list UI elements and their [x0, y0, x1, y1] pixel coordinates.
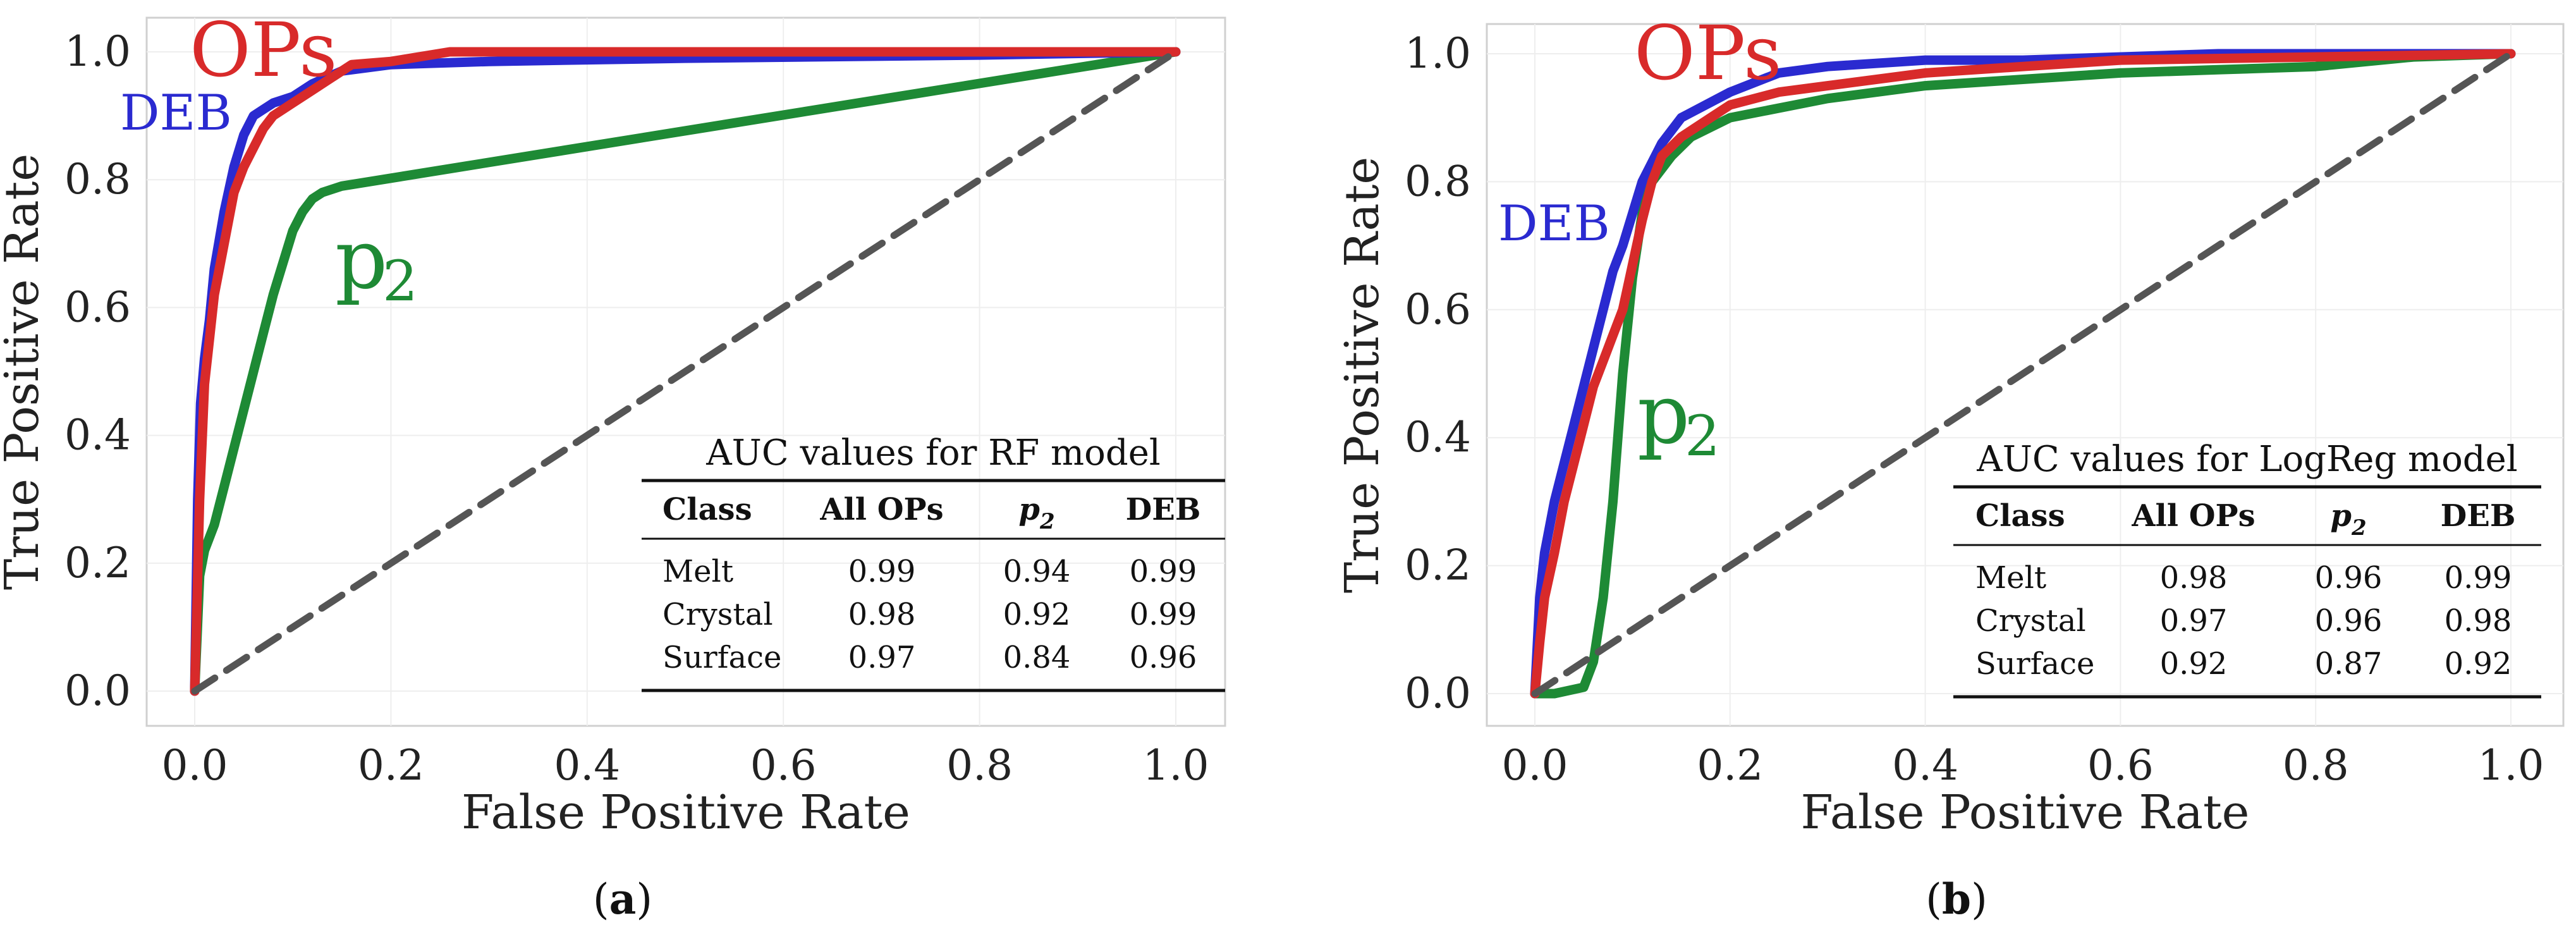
table-header: DEB: [2441, 498, 2516, 534]
table-cell: 0.99: [848, 554, 916, 589]
x-tick-label: 1.0: [2478, 741, 2544, 790]
y-tick-label: 0.2: [1405, 541, 1471, 590]
table-cell: 0.99: [1130, 597, 1197, 632]
y-tick-label: 0.2: [64, 539, 131, 587]
table-header: All OPs: [2131, 498, 2255, 534]
x-tick-label: 0.8: [2283, 741, 2349, 790]
table-header-p2: p2: [1018, 492, 1054, 534]
table-header: DEB: [1126, 492, 1201, 527]
table-cell: 0.84: [1003, 640, 1071, 675]
table-cell: 0.97: [2160, 603, 2228, 639]
table-cell: 0.99: [2445, 560, 2512, 596]
panel-caption: (b): [1926, 874, 1987, 924]
table-cell: 0.96: [1130, 640, 1197, 675]
curve-label-p2: p: [1637, 366, 1690, 462]
series-ops-line: [1530, 49, 2516, 699]
table-cell: 0.98: [2445, 603, 2512, 639]
table-cell: 0.94: [1003, 554, 1071, 589]
x-tick-label: 0.8: [946, 741, 1013, 790]
x-tick-label: 0.0: [162, 741, 228, 790]
auc-table-title: AUC values for RF model: [705, 432, 1161, 474]
curve-label-deb: DEB: [1498, 195, 1610, 252]
auc-table: AUC values for RF model Class All OPs p2 DEB…: [642, 432, 1225, 692]
series-p2-line: [190, 47, 1181, 696]
table-cell: 0.87: [2315, 646, 2383, 682]
table-row-class: Melt: [662, 554, 733, 589]
table-cell: 0.92: [1003, 597, 1071, 632]
roc-chart-b: 0.0 0.2 0.4 0.6 0.8 1.0 0.0 0.2 0.4 0.6 0.8 1.0 Fals…: [1335, 9, 2565, 924]
y-tick-label: 0.4: [64, 411, 131, 460]
curve-label-p2-subscript: 2: [382, 248, 418, 314]
table-row-class: Surface: [662, 640, 781, 675]
series-ops-line: [190, 47, 1181, 696]
x-axis-label: False Positive Rate: [461, 785, 910, 840]
series-p2-line: [1530, 49, 2516, 699]
panel-letter: a: [609, 874, 637, 924]
table-cell: 0.97: [848, 640, 916, 675]
y-axis-label: True Positive Rate: [1335, 157, 1389, 593]
table-row-class: Crystal: [1975, 603, 2086, 639]
table-cell: 0.99: [1130, 554, 1197, 589]
table-cell: 0.92: [2160, 646, 2228, 682]
p2-base: p: [2330, 498, 2352, 534]
table-header: Class: [662, 492, 752, 527]
x-tick-label: 1.0: [1143, 741, 1209, 790]
p2-base: p: [1018, 492, 1040, 527]
table-header: Class: [1975, 498, 2065, 534]
series-diagonal-line: [1531, 50, 2515, 697]
curve-label-deb: DEB: [120, 85, 232, 142]
x-axis-label: False Positive Rate: [1801, 785, 2250, 840]
series-deb-line: [1530, 49, 2516, 699]
p2-subscript: 2: [2351, 515, 2367, 541]
x-tick-label: 0.4: [1892, 741, 1958, 790]
curve-label-ops: OPs: [190, 6, 338, 94]
y-tick-label: 1.0: [1405, 29, 1471, 78]
y-tick-label: 1.0: [64, 27, 131, 76]
y-tick-label: 0.0: [64, 666, 131, 715]
table-row-class: Surface: [1975, 646, 2094, 682]
panel-caption: (a): [593, 874, 652, 924]
x-tick-label: 0.4: [554, 741, 620, 790]
x-tick-label: 0.2: [1697, 741, 1763, 790]
table-row-class: Crystal: [662, 597, 773, 632]
y-tick-label: 0.4: [1405, 413, 1471, 462]
auc-table-title: AUC values for LogReg model: [1976, 439, 2517, 480]
y-tick-label: 0.8: [64, 155, 131, 204]
table-cell: 0.98: [2160, 560, 2228, 596]
p2-subscript: 2: [1039, 509, 1055, 534]
y-tick-label: 0.6: [1405, 285, 1471, 334]
x-tick-label: 0.2: [358, 741, 424, 790]
table-cell: 0.96: [2315, 603, 2383, 639]
curve-label-p2-subscript: 2: [1685, 403, 1720, 469]
table-header-p2: p2: [2330, 498, 2366, 541]
roc-chart-a: 0.0 0.2 0.4 0.6 0.8 1.0 0.0 0.2 0.4 0.6 0.8 1.0 Fals…: [0, 6, 1226, 924]
y-tick-label: 0.0: [1405, 669, 1471, 718]
panel-letter: b: [1942, 874, 1971, 924]
table-cell: 0.92: [2445, 646, 2512, 682]
curve-label-p2: p: [335, 211, 388, 307]
y-tick-label: 0.8: [1405, 157, 1471, 205]
table-cell: 0.98: [848, 597, 916, 632]
curve-label-ops: OPs: [1634, 9, 1782, 97]
y-tick-label: 0.6: [64, 283, 131, 331]
x-tick-label: 0.0: [1502, 741, 1568, 790]
auc-table: AUC values for LogReg model Class All OPs p…: [1953, 439, 2541, 699]
table-row-class: Melt: [1975, 560, 2046, 596]
series-diagonal-line: [191, 48, 1180, 695]
table-header: All OPs: [819, 492, 943, 527]
y-axis-label: True Positive Rate: [0, 154, 49, 590]
x-tick-label: 0.6: [750, 741, 817, 790]
x-tick-label: 0.6: [2087, 741, 2154, 790]
table-cell: 0.96: [2315, 560, 2383, 596]
